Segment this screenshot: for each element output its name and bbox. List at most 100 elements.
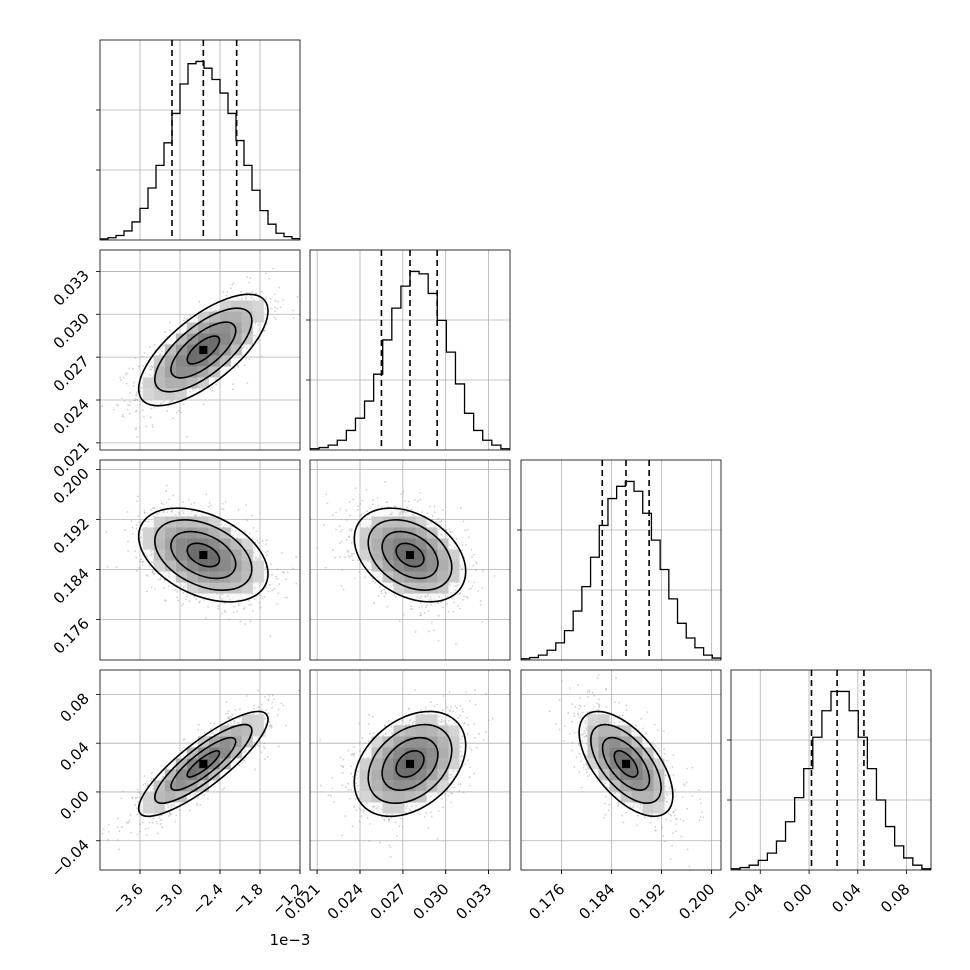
density-cell bbox=[219, 736, 231, 748]
density-cell bbox=[186, 366, 198, 378]
sample-point bbox=[129, 401, 132, 403]
sample-point bbox=[182, 602, 184, 605]
sample-point bbox=[604, 795, 607, 798]
sample-point bbox=[160, 764, 163, 767]
sample-point bbox=[170, 812, 173, 815]
density-cell bbox=[186, 560, 198, 572]
sample-point bbox=[365, 749, 367, 752]
sample-point bbox=[437, 720, 440, 722]
sample-point bbox=[211, 389, 214, 392]
sample-point bbox=[227, 723, 229, 726]
density-cell bbox=[415, 560, 427, 572]
sample-point bbox=[238, 717, 241, 719]
sample-point bbox=[702, 816, 705, 819]
sample-point bbox=[136, 398, 139, 401]
sample-point bbox=[135, 556, 138, 559]
sample-point bbox=[252, 551, 255, 554]
sample-point bbox=[217, 605, 220, 608]
sample-point bbox=[446, 603, 449, 605]
sample-point bbox=[474, 689, 477, 692]
sample-point bbox=[141, 561, 144, 564]
sample-point bbox=[485, 731, 488, 733]
sample-point bbox=[165, 335, 168, 338]
sample-point bbox=[430, 599, 433, 602]
density-cell bbox=[404, 747, 416, 759]
density-cell bbox=[197, 736, 209, 748]
density-cell bbox=[164, 769, 176, 781]
panel-frame bbox=[99, 39, 301, 241]
sample-point bbox=[376, 497, 379, 499]
sample-point bbox=[441, 709, 444, 712]
sample-point bbox=[269, 724, 272, 727]
sample-point bbox=[429, 701, 432, 703]
sample-point bbox=[167, 806, 170, 809]
sample-point bbox=[359, 523, 362, 526]
sample-point bbox=[203, 599, 206, 601]
sample-point bbox=[144, 782, 147, 785]
sample-point bbox=[152, 561, 155, 564]
sample-point bbox=[160, 502, 163, 505]
density-cell bbox=[415, 736, 427, 748]
sample-point bbox=[158, 511, 161, 514]
sample-point bbox=[268, 725, 271, 728]
sample-point bbox=[576, 684, 579, 686]
sample-point bbox=[437, 809, 440, 812]
sample-point bbox=[169, 813, 172, 816]
sample-point bbox=[399, 513, 402, 515]
sample-point bbox=[127, 550, 130, 552]
sample-point bbox=[182, 319, 185, 322]
sample-point bbox=[283, 571, 285, 574]
sample-point bbox=[326, 502, 329, 505]
density-cell bbox=[175, 538, 187, 550]
sample-point bbox=[316, 547, 318, 550]
sample-point bbox=[686, 807, 689, 810]
density-cell bbox=[360, 758, 372, 770]
sample-point bbox=[577, 742, 580, 745]
sample-point bbox=[181, 604, 183, 607]
sample-point bbox=[139, 796, 141, 798]
sample-point bbox=[143, 511, 146, 514]
sample-point bbox=[613, 716, 616, 719]
sample-point bbox=[256, 557, 259, 560]
sample-point bbox=[335, 528, 337, 531]
sample-point bbox=[242, 608, 245, 610]
sample-point bbox=[129, 391, 132, 394]
sample-point bbox=[237, 602, 240, 605]
sample-point bbox=[127, 403, 129, 406]
panel-frame bbox=[99, 249, 301, 451]
sample-point bbox=[237, 598, 240, 601]
sample-point bbox=[383, 724, 386, 727]
sample-point bbox=[605, 706, 608, 709]
density-cell bbox=[393, 571, 405, 583]
sample-point bbox=[427, 610, 430, 613]
sample-point bbox=[375, 807, 378, 810]
sample-point bbox=[475, 569, 478, 572]
sample-point bbox=[244, 297, 247, 300]
sample-point bbox=[348, 797, 351, 800]
sample-point bbox=[353, 577, 356, 580]
sample-point bbox=[198, 301, 201, 303]
sample-point bbox=[282, 704, 284, 707]
density-cell bbox=[241, 311, 253, 323]
sample-point bbox=[132, 533, 134, 536]
density-cell bbox=[415, 769, 427, 781]
sample-point bbox=[260, 355, 263, 358]
sample-point bbox=[178, 809, 181, 812]
sample-point bbox=[141, 382, 144, 385]
sample-point bbox=[355, 782, 358, 785]
sample-point bbox=[430, 522, 432, 524]
sample-point bbox=[145, 425, 148, 428]
sample-point bbox=[453, 786, 455, 789]
sample-point bbox=[463, 722, 465, 725]
density-cell bbox=[186, 355, 198, 367]
sample-point bbox=[473, 723, 476, 726]
sample-point bbox=[245, 756, 247, 759]
sample-point bbox=[349, 555, 351, 558]
sample-point bbox=[413, 720, 416, 723]
sample-point bbox=[256, 539, 259, 542]
sample-point bbox=[126, 408, 129, 411]
sample-point bbox=[458, 593, 461, 595]
sample-point bbox=[663, 747, 665, 750]
sample-point bbox=[603, 816, 605, 819]
x-tick-label: 0.04 bbox=[828, 880, 864, 916]
